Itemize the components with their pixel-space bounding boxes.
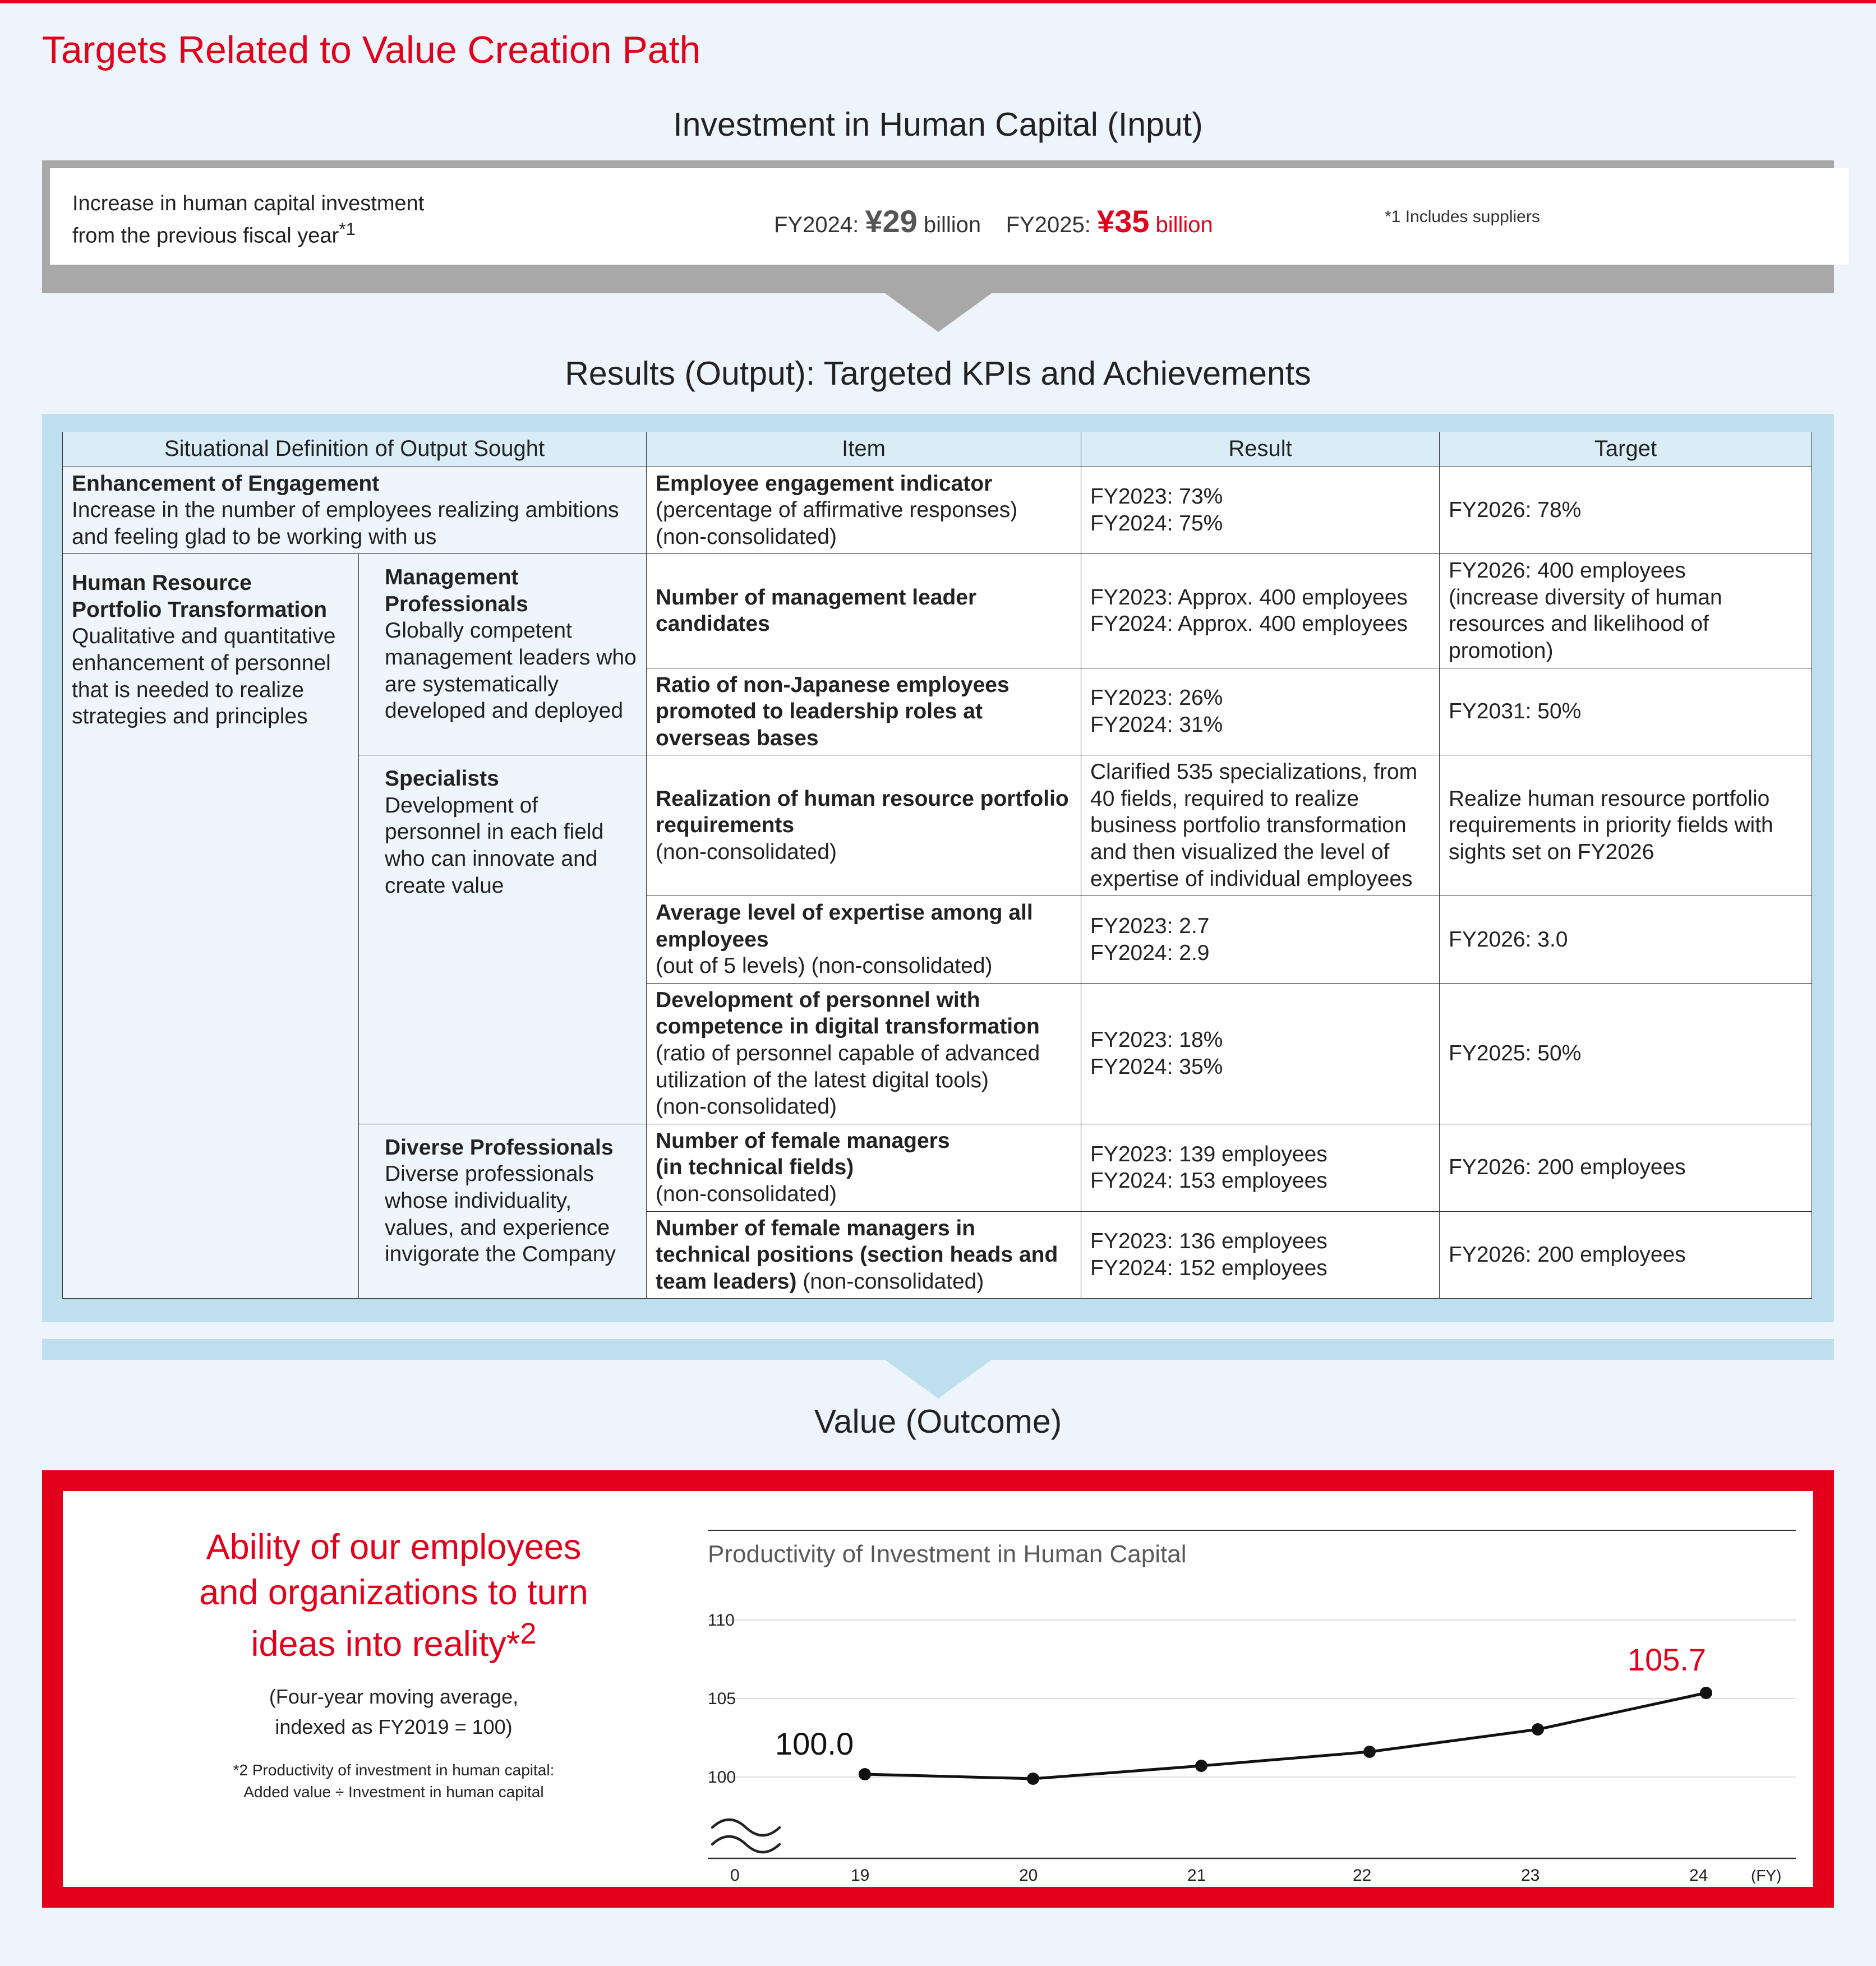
svg-text:100.0: 100.0 [775, 1726, 854, 1761]
svg-text:19: 19 [851, 1866, 869, 1884]
svg-text:21: 21 [1187, 1866, 1206, 1884]
svg-text:105.7: 105.7 [1628, 1642, 1706, 1677]
svg-text:24: 24 [1689, 1866, 1708, 1884]
svg-text:20: 20 [1019, 1866, 1038, 1884]
svg-text:110: 110 [708, 1611, 735, 1630]
svg-text:22: 22 [1353, 1866, 1371, 1884]
svg-text:23: 23 [1521, 1866, 1539, 1884]
svg-text:105: 105 [708, 1690, 736, 1708]
svg-text:100: 100 [708, 1768, 736, 1787]
svg-text:(FY): (FY) [1751, 1867, 1781, 1884]
svg-text:0: 0 [730, 1866, 740, 1884]
